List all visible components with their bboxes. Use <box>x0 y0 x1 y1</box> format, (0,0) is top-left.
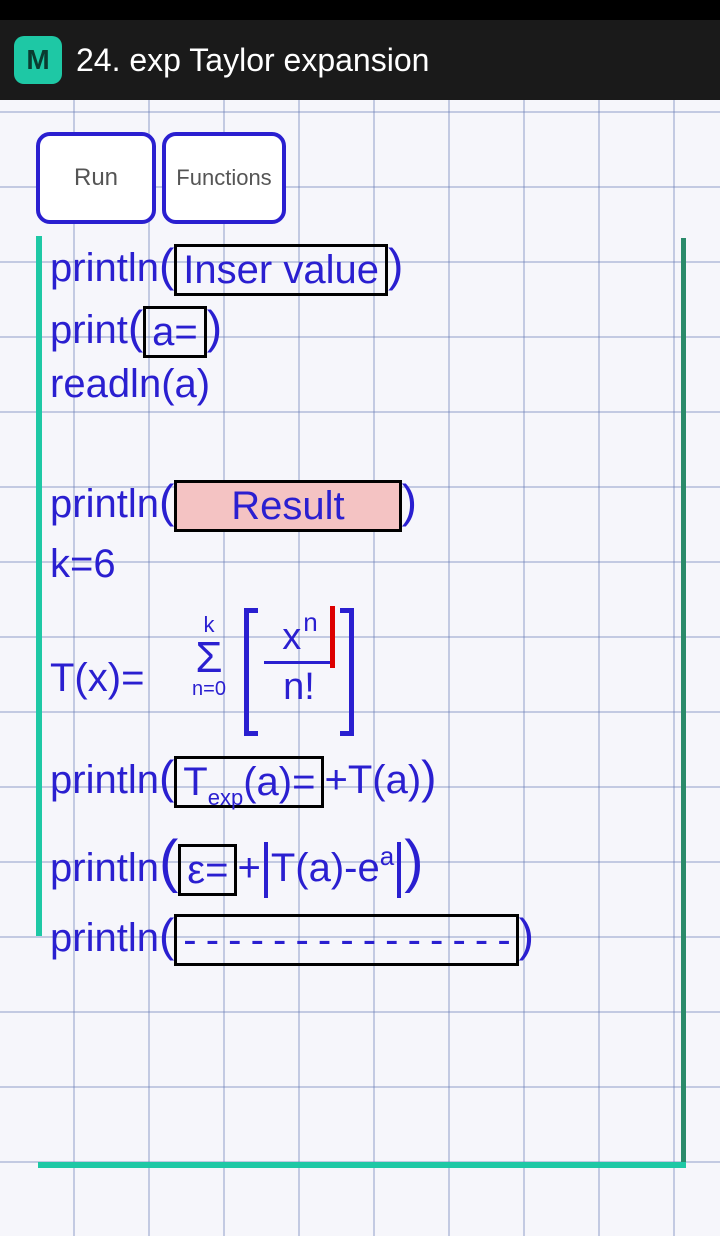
code-line-4[interactable]: println(Result) <box>50 474 417 532</box>
status-bar <box>0 0 720 20</box>
run-button-label: Run <box>74 164 118 192</box>
canvas[interactable]: Run Functions println(Inser value) print… <box>0 100 720 1236</box>
string-box[interactable]: a= <box>143 306 207 358</box>
string-box[interactable]: Inser value <box>174 244 388 296</box>
fn-name: println <box>50 482 159 526</box>
fn-name: print <box>50 308 128 352</box>
margin-bar-bottom <box>38 1162 686 1168</box>
paren-open: ( <box>159 475 174 527</box>
fraction: xn n! <box>264 616 334 709</box>
fn-name: println <box>50 758 159 802</box>
cursor <box>330 606 335 668</box>
string-box-highlight[interactable]: Result <box>174 480 401 532</box>
fraction-den: n! <box>264 666 334 709</box>
fraction-num: xn <box>264 616 334 659</box>
margin-bar-left <box>36 236 42 936</box>
formula-lhs: T(x)= <box>50 656 144 701</box>
code-line-1[interactable]: println(Inser value) <box>50 238 403 296</box>
paren-close: ) <box>519 909 534 961</box>
tail: +T(a) <box>324 758 421 802</box>
app-icon-letter: M <box>26 44 49 76</box>
code-line-2[interactable]: print(a= ) <box>50 300 222 358</box>
page-title: 24. exp Taylor expansion <box>76 42 429 79</box>
paren-open: ( <box>128 301 143 353</box>
bracket-left <box>244 608 258 736</box>
sigma-symbol: Σ <box>180 638 238 678</box>
string-box[interactable]: - - - - - - - - - - - - - - - <box>174 914 518 966</box>
fn-name: println <box>50 846 159 890</box>
functions-button-label: Functions <box>176 165 271 191</box>
bracket-right <box>340 608 354 736</box>
code-line-5[interactable]: k=6 <box>50 542 116 587</box>
sigma-block: k Σ n=0 <box>180 612 238 701</box>
paren-close: ) <box>404 829 423 894</box>
paren-open: ( <box>159 829 178 894</box>
box-sub: exp <box>208 785 243 810</box>
margin-bar-right <box>681 238 686 1168</box>
string-box[interactable]: Texp(a)= <box>174 756 324 808</box>
paren-close: ) <box>207 301 222 353</box>
sigma-lower: n=0 <box>180 678 238 701</box>
paren-close: ) <box>402 475 417 527</box>
title-bar: M 24. exp Taylor expansion <box>0 20 720 100</box>
box-post: (a)= <box>243 760 315 804</box>
paren-open: ( <box>159 239 174 291</box>
run-button[interactable]: Run <box>36 132 156 224</box>
paren-open: ( <box>159 909 174 961</box>
code-line-6[interactable]: println(Texp(a)=+T(a)) <box>50 750 436 808</box>
code-line-8[interactable]: println(- - - - - - - - - - - - - - -) <box>50 908 534 966</box>
code-line-3[interactable]: readln(a) <box>50 362 210 407</box>
frac-base: x <box>282 616 301 658</box>
box-pre: T <box>183 760 207 804</box>
paren-close: ) <box>421 751 436 803</box>
fn-name: println <box>50 246 159 290</box>
code-line-7[interactable]: println(ε=+T(a)-ea) <box>50 828 424 898</box>
fraction-line <box>264 661 334 664</box>
frac-exp: n <box>303 607 317 637</box>
abs-bar-right <box>397 842 401 898</box>
app-icon: M <box>14 36 62 84</box>
fn-name: println <box>50 916 159 960</box>
string-box[interactable]: ε= <box>178 844 237 896</box>
exp-a: a <box>380 841 394 871</box>
plus: + <box>237 846 260 890</box>
paren-open: ( <box>159 751 174 803</box>
paren-close: ) <box>388 239 403 291</box>
abs-bar-left <box>264 842 268 898</box>
abs-content: T(a)-e <box>271 846 380 890</box>
functions-button[interactable]: Functions <box>162 132 286 224</box>
